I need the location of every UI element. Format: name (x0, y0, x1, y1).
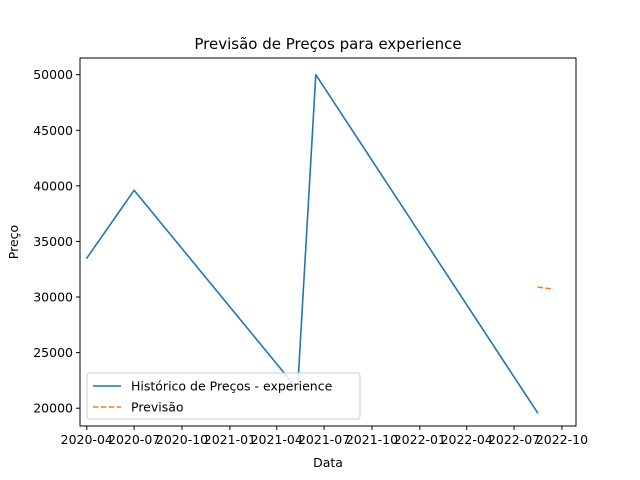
x-tick-label: 2021-04 (251, 432, 303, 447)
y-tick-label: 40000 (33, 178, 73, 193)
legend: Histórico de Preços - experience Previsão (86, 372, 361, 420)
legend-label: Previsão (131, 400, 184, 415)
x-tick-label: 2020-04 (61, 432, 113, 447)
y-tick-label: 50000 (33, 67, 73, 82)
y-tick-label: 25000 (33, 345, 73, 360)
x-axis: 2020-042020-072020-102021-012021-042021-… (61, 426, 588, 447)
x-axis-label: Data (313, 455, 343, 470)
x-tick-label: 2022-01 (394, 432, 446, 447)
y-axis-label: Preço (6, 225, 21, 259)
x-tick-label: 2021-10 (346, 432, 398, 447)
legend-box (86, 372, 361, 420)
y-tick-label: 35000 (33, 234, 73, 249)
y-tick-label: 45000 (33, 123, 73, 138)
legend-label: Histórico de Preços - experience (131, 379, 333, 394)
plot-frame (79, 57, 577, 427)
x-tick-label: 2020-10 (156, 432, 208, 447)
y-tick-label: 20000 (33, 401, 73, 416)
x-tick-label: 2021-01 (204, 432, 256, 447)
forecast-line (537, 286, 554, 291)
x-tick-label: 2022-07 (488, 432, 540, 447)
x-tick-label: 2022-04 (441, 432, 493, 447)
x-tick-label: 2022-10 (536, 432, 588, 447)
x-tick-label: 2021-07 (298, 432, 350, 447)
y-tick-label: 30000 (33, 290, 73, 305)
y-axis: 20000 25000 30000 35000 40000 45000 50000 (33, 67, 80, 416)
chart-title: Previsão de Preços para experience (194, 35, 461, 53)
x-tick-label: 2020-07 (108, 432, 160, 447)
